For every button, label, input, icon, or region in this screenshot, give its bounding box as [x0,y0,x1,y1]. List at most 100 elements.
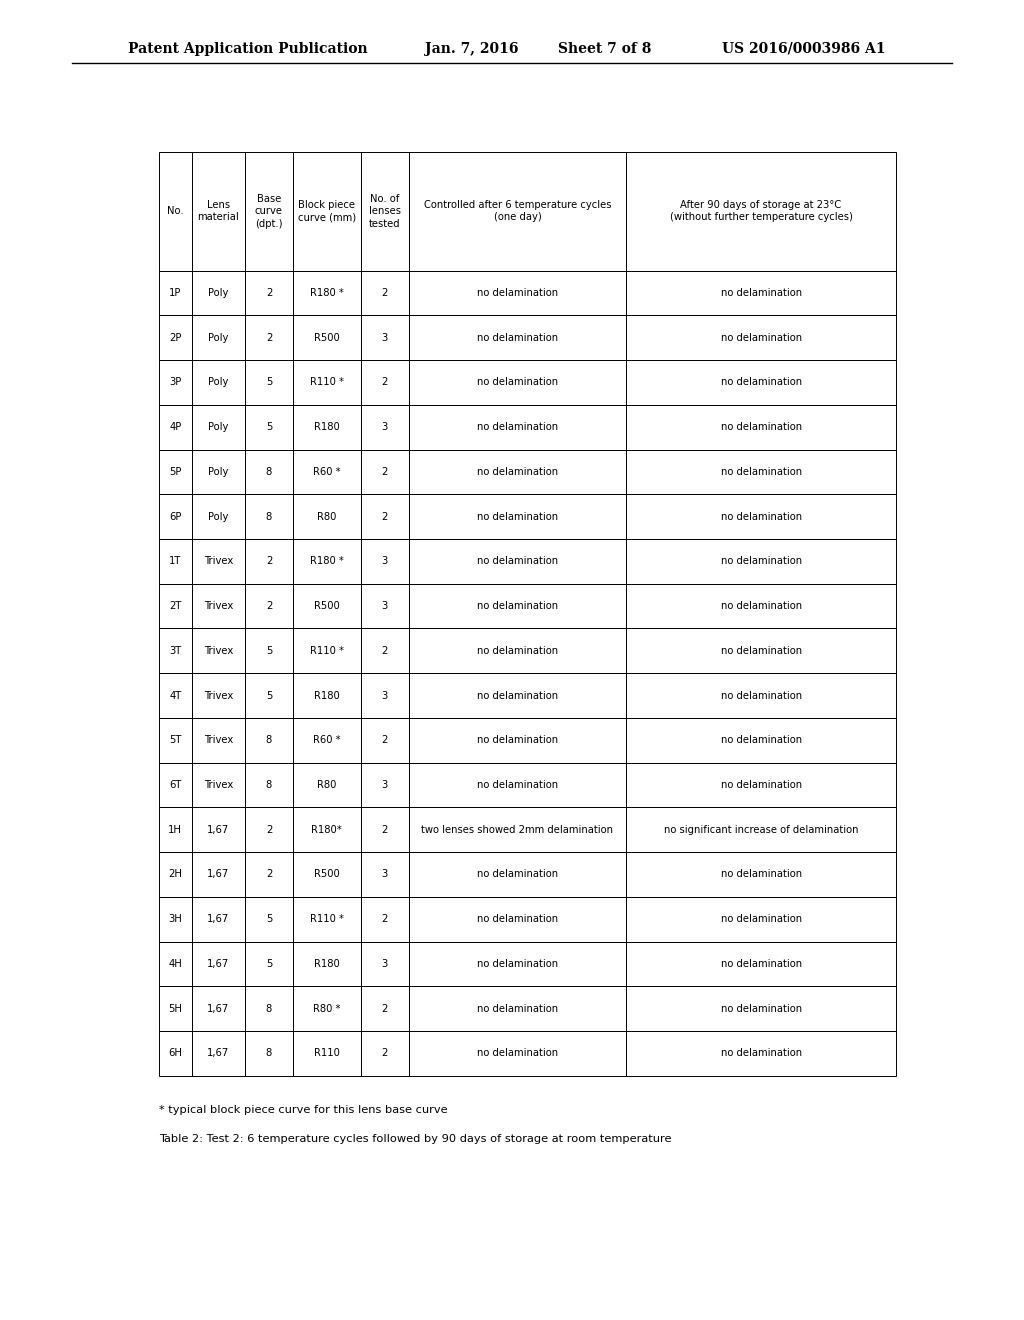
Text: 2: 2 [266,825,272,834]
Text: R110 *: R110 * [310,915,344,924]
Text: no delamination: no delamination [477,467,558,477]
Text: 2P: 2P [169,333,181,343]
Text: Trivex: Trivex [204,735,233,746]
Text: 5: 5 [266,690,272,701]
Text: 6P: 6P [169,512,181,521]
Text: no delamination: no delamination [721,333,802,343]
Text: no delamination: no delamination [721,958,802,969]
Text: no delamination: no delamination [477,556,558,566]
Text: Poly: Poly [208,467,228,477]
Text: 3H: 3H [168,915,182,924]
Text: 8: 8 [266,467,272,477]
Text: R60 *: R60 * [313,467,341,477]
Text: Lens
material: Lens material [198,201,240,222]
Text: Jan. 7, 2016: Jan. 7, 2016 [425,42,518,55]
Text: 3P: 3P [169,378,181,388]
Text: Poly: Poly [208,512,228,521]
Text: no delamination: no delamination [721,870,802,879]
Text: no delamination: no delamination [721,780,802,791]
Text: 5: 5 [266,915,272,924]
Text: 2: 2 [266,288,272,298]
Text: 2: 2 [382,512,388,521]
Text: 5: 5 [266,958,272,969]
Text: 1,67: 1,67 [207,958,229,969]
Text: R80: R80 [317,512,337,521]
Text: 1,67: 1,67 [207,870,229,879]
Text: 2: 2 [382,288,388,298]
Text: no delamination: no delamination [477,870,558,879]
Text: no delamination: no delamination [721,601,802,611]
Text: no delamination: no delamination [721,556,802,566]
Text: no delamination: no delamination [477,288,558,298]
Text: US 2016/0003986 A1: US 2016/0003986 A1 [722,42,886,55]
Text: 4T: 4T [169,690,181,701]
Text: Trivex: Trivex [204,645,233,656]
Text: 3: 3 [382,690,388,701]
Text: no delamination: no delamination [477,780,558,791]
Text: 2T: 2T [169,601,181,611]
Text: 5: 5 [266,422,272,432]
Text: 5T: 5T [169,735,181,746]
Text: 2: 2 [266,870,272,879]
Text: 3: 3 [382,601,388,611]
Text: no delamination: no delamination [477,333,558,343]
Text: R80 *: R80 * [313,1003,341,1014]
Text: After 90 days of storage at 23°C
(without further temperature cycles): After 90 days of storage at 23°C (withou… [670,201,853,222]
Text: R180: R180 [314,690,340,701]
Text: no delamination: no delamination [721,690,802,701]
Text: 3: 3 [382,422,388,432]
Text: no delamination: no delamination [477,378,558,388]
Text: Trivex: Trivex [204,556,233,566]
Text: 8: 8 [266,735,272,746]
Text: 6T: 6T [169,780,181,791]
Text: Poly: Poly [208,333,228,343]
Text: no delamination: no delamination [477,422,558,432]
Text: no delamination: no delamination [721,1048,802,1059]
Text: Base
curve
(dpt.): Base curve (dpt.) [255,194,283,228]
Text: 2: 2 [266,601,272,611]
Text: 8: 8 [266,1003,272,1014]
Text: 2: 2 [382,1003,388,1014]
Text: 1,67: 1,67 [207,915,229,924]
Text: 4H: 4H [168,958,182,969]
Text: R180: R180 [314,958,340,969]
Text: 2: 2 [382,915,388,924]
Text: 2: 2 [382,467,388,477]
Text: no delamination: no delamination [477,690,558,701]
Text: Trivex: Trivex [204,690,233,701]
Text: Trivex: Trivex [204,601,233,611]
Text: Block piece
curve (mm): Block piece curve (mm) [298,201,356,222]
Text: R60 *: R60 * [313,735,341,746]
Text: no delamination: no delamination [721,915,802,924]
Text: 2: 2 [382,735,388,746]
Text: no significant increase of delamination: no significant increase of delamination [664,825,858,834]
Text: no delamination: no delamination [477,645,558,656]
Text: 3: 3 [382,556,388,566]
Text: R110: R110 [314,1048,340,1059]
Text: 4P: 4P [169,422,181,432]
Text: R110 *: R110 * [310,378,344,388]
Text: 3: 3 [382,780,388,791]
Text: 2: 2 [266,556,272,566]
Text: no delamination: no delamination [477,735,558,746]
Text: Trivex: Trivex [204,780,233,791]
Text: 6H: 6H [168,1048,182,1059]
Text: * typical block piece curve for this lens base curve: * typical block piece curve for this len… [159,1105,447,1115]
Text: Controlled after 6 temperature cycles
(one day): Controlled after 6 temperature cycles (o… [424,201,611,222]
Text: 2: 2 [382,645,388,656]
Text: Poly: Poly [208,288,228,298]
Text: 3: 3 [382,333,388,343]
Text: 8: 8 [266,780,272,791]
Text: 8: 8 [266,512,272,521]
Text: 5: 5 [266,645,272,656]
Text: 2: 2 [266,333,272,343]
Text: 1P: 1P [169,288,181,298]
Text: R180*: R180* [311,825,342,834]
Text: 1,67: 1,67 [207,825,229,834]
Text: No.: No. [167,206,183,216]
Text: 3: 3 [382,958,388,969]
Text: 8: 8 [266,1048,272,1059]
Text: Patent Application Publication: Patent Application Publication [128,42,368,55]
Text: R80: R80 [317,780,337,791]
Text: 2: 2 [382,378,388,388]
